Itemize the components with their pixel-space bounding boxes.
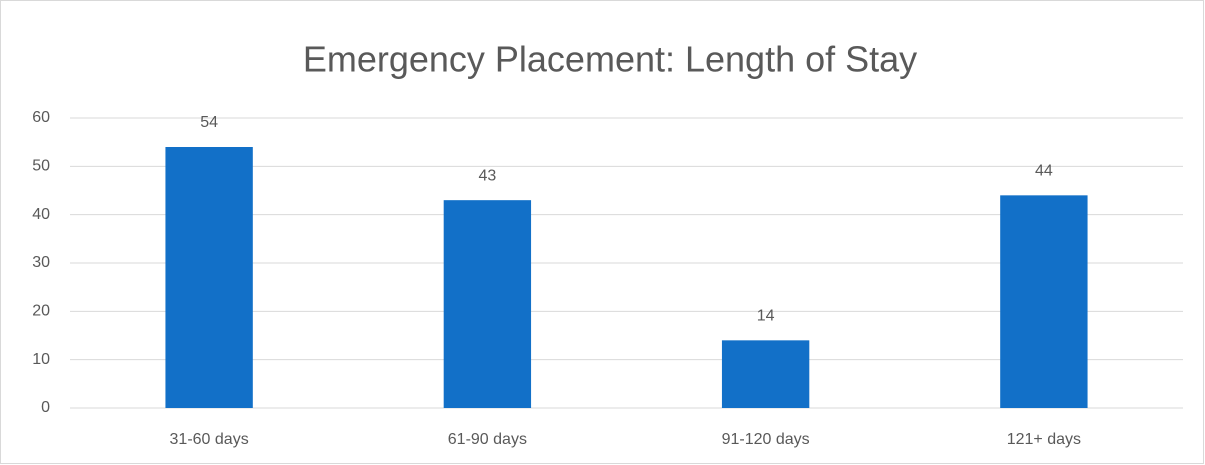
x-tick-label: 31-60 days — [170, 431, 249, 448]
x-tick-label: 121+ days — [1007, 431, 1081, 448]
x-tick-label: 91-120 days — [722, 431, 810, 448]
x-tick-label: 61-90 days — [448, 431, 527, 448]
bar — [721, 340, 810, 408]
y-tick-label: 40 — [32, 206, 50, 223]
y-tick-label: 0 — [41, 399, 50, 416]
y-tick-label: 60 — [32, 109, 50, 126]
data-label: 54 — [200, 114, 218, 131]
y-tick-label: 10 — [32, 351, 50, 368]
bar — [1000, 195, 1088, 408]
data-label: 14 — [757, 308, 775, 325]
bar — [443, 200, 532, 408]
y-tick-label: 20 — [32, 303, 50, 320]
y-tick-label: 50 — [32, 158, 50, 175]
data-label: 43 — [478, 167, 496, 184]
chart-title: Emergency Placement: Length of Stay — [303, 39, 917, 80]
y-tick-label: 30 — [32, 254, 50, 271]
bar — [165, 147, 253, 408]
data-label: 44 — [1035, 163, 1053, 180]
